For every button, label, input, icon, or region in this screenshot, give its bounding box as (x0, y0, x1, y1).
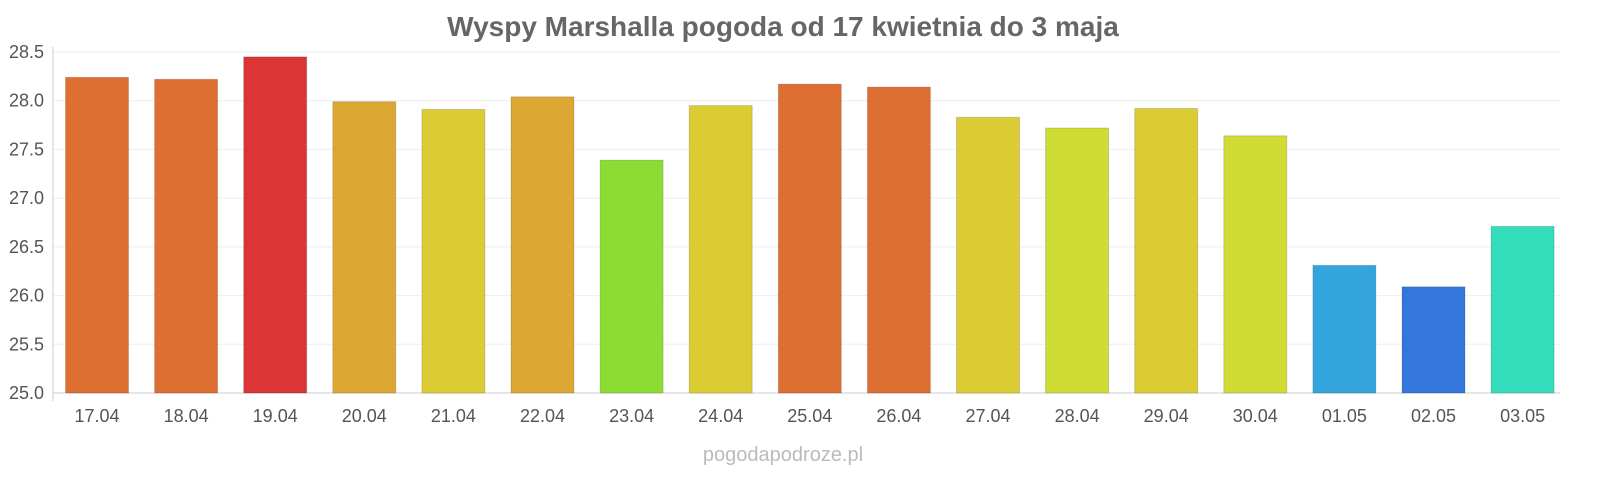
bar-18.04 (154, 78, 219, 394)
x-tick-label: 25.04 (787, 406, 832, 426)
x-tick-label: 28.04 (1055, 406, 1100, 426)
bar-27.04 (956, 116, 1020, 394)
x-tick-label: 22.04 (520, 406, 565, 426)
bar-24.04 (688, 105, 753, 394)
bar-03.05 (1490, 225, 1555, 394)
x-tick-label: 24.04 (698, 406, 743, 426)
x-tick-label: 19.04 (253, 406, 298, 426)
x-tick-label: 02.05 (1411, 406, 1456, 426)
bar-26.04 (866, 86, 931, 394)
watermark: pogodapodroze.pl (703, 444, 863, 466)
bar-23.04 (599, 159, 664, 394)
bar-28.04 (1045, 127, 1110, 394)
y-tick-label: 25.5 (9, 334, 44, 354)
bar-02.05 (1401, 286, 1466, 394)
bar-21.04 (421, 108, 486, 394)
x-tick-label: 17.04 (74, 406, 119, 426)
bar-19.04 (243, 56, 308, 394)
y-tick-label: 28.0 (9, 91, 44, 111)
x-tick-label: 26.04 (876, 406, 921, 426)
bar-17.04 (65, 76, 129, 394)
x-tick-label: 03.05 (1500, 406, 1545, 426)
y-tick-label: 27.5 (9, 139, 44, 159)
x-tick-label: 29.04 (1144, 406, 1189, 426)
bar-22.04 (510, 96, 575, 394)
bar-01.05 (1312, 264, 1377, 394)
y-tick-label: 26.0 (9, 286, 44, 306)
x-tick-label: 21.04 (431, 406, 476, 426)
chart-title: Wyspy Marshalla pogoda od 17 kwietnia do… (447, 11, 1119, 42)
x-tick-label: 20.04 (342, 406, 387, 426)
y-tick-label: 28.5 (9, 42, 44, 62)
bar-20.04 (332, 101, 397, 394)
x-tick-label: 23.04 (609, 406, 654, 426)
y-tick-label: 26.5 (9, 237, 44, 257)
bar-25.04 (777, 83, 842, 394)
x-tick-label: 18.04 (164, 406, 209, 426)
x-tick-label: 01.05 (1322, 406, 1367, 426)
y-tick-label: 25.0 (9, 383, 44, 403)
y-tick-label: 27.0 (9, 188, 44, 208)
bar-30.04 (1223, 135, 1288, 394)
x-tick-label: 30.04 (1233, 406, 1278, 426)
x-tick-label: 27.04 (965, 406, 1010, 426)
bar-29.04 (1134, 108, 1199, 394)
